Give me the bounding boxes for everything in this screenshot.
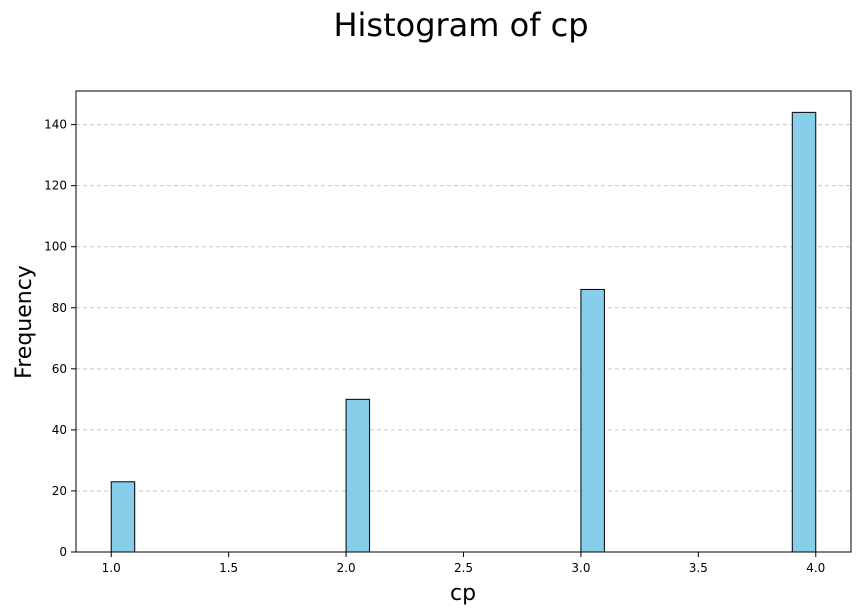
x-axis-ticks: 1.0 1.5 2.0 2.5 3.0 3.5 4.0 xyxy=(102,552,825,575)
y-tick-label-5: 100 xyxy=(44,240,67,254)
grid-lines xyxy=(76,124,851,553)
x-tick-label-2: 2.0 xyxy=(337,561,356,575)
x-tick-label-6: 4.0 xyxy=(806,561,825,575)
y-tick-label-3: 60 xyxy=(52,362,67,376)
y-tick-label-2: 40 xyxy=(52,423,67,437)
plot-area-frame xyxy=(75,90,852,553)
bar-0 xyxy=(110,481,136,553)
chart-title: Histogram of cp xyxy=(333,6,588,44)
bars xyxy=(110,111,817,553)
y-tick-label-6: 120 xyxy=(44,179,67,193)
x-axis-label: cp xyxy=(450,581,476,606)
y-axis-label: Frequency xyxy=(12,265,37,379)
bar-3 xyxy=(791,111,817,553)
x-tick-label-0: 1.0 xyxy=(102,561,121,575)
x-tick-label-1: 1.5 xyxy=(219,561,238,575)
y-axis-ticks: 0 20 40 60 80 100 120 140 xyxy=(44,118,76,559)
y-tick-label-7: 140 xyxy=(44,118,67,132)
bar-2 xyxy=(580,288,605,553)
x-tick-label-5: 3.5 xyxy=(689,561,708,575)
y-tick-label-4: 80 xyxy=(52,301,67,315)
y-tick-label-0: 0 xyxy=(59,545,67,559)
y-tick-label-1: 20 xyxy=(52,484,67,498)
x-tick-label-4: 3.0 xyxy=(571,561,590,575)
x-tick-label-3: 2.5 xyxy=(454,561,473,575)
bar-1 xyxy=(345,398,371,553)
